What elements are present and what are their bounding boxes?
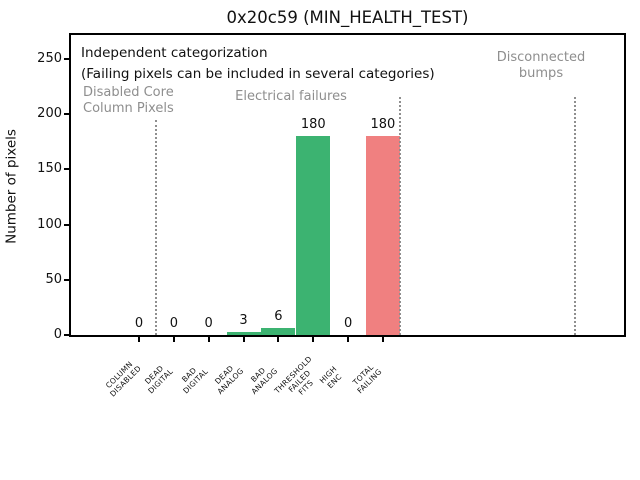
y-tick-label: 150 <box>37 161 62 177</box>
region-label: Electrical failures <box>235 89 347 104</box>
bar-value-label: 3 <box>239 312 248 328</box>
bar-value-label: 0 <box>343 316 353 331</box>
annotation-failing-pixels-note: (Failing pixels can be included in sever… <box>81 66 435 82</box>
plot-area-frame <box>69 33 626 337</box>
annotation-independent-categorization: Independent categorization <box>81 45 268 61</box>
x-tick <box>207 337 210 342</box>
y-tick <box>64 334 69 336</box>
bar-value-label: 6 <box>274 309 283 325</box>
y-axis-label: Number of pixels <box>3 129 20 244</box>
chart-title: 0x20c59 (MIN_HEALTH_TEST) <box>226 8 469 27</box>
y-tick <box>64 278 69 281</box>
y-tick-label: 0 <box>53 327 62 342</box>
y-tick-label: 200 <box>37 106 62 122</box>
y-tick <box>64 168 69 171</box>
region-label: Disconnected bumps <box>496 50 586 81</box>
y-tick <box>64 113 69 116</box>
region-separator-line <box>155 120 158 335</box>
region-label: Disabled Core Column Pixels <box>83 85 174 116</box>
bar-value-label: 180 <box>300 117 326 133</box>
bar-total-failing <box>365 136 400 335</box>
x-tick <box>172 337 175 342</box>
bar-value-label: 180 <box>370 117 396 133</box>
x-tick <box>381 337 384 342</box>
y-tick-label: 100 <box>37 216 62 232</box>
x-tick <box>347 337 350 342</box>
bar-dead-analog <box>226 331 261 335</box>
x-tick <box>277 337 280 342</box>
bar-threshold-failed-fits <box>296 136 331 335</box>
x-tick <box>138 337 140 342</box>
bar-value-label: 0 <box>134 316 144 331</box>
x-tick <box>242 337 245 342</box>
y-tick <box>64 58 69 60</box>
bar-value-label: 0 <box>204 316 213 331</box>
region-separator-line <box>573 97 576 335</box>
bar-value-label: 0 <box>169 316 178 331</box>
x-tick <box>312 337 315 342</box>
y-tick-label: 250 <box>37 51 62 66</box>
bar-bad-analog <box>261 328 296 335</box>
region-separator-line <box>399 97 402 335</box>
y-tick <box>64 223 69 226</box>
y-tick-label: 50 <box>45 271 62 287</box>
